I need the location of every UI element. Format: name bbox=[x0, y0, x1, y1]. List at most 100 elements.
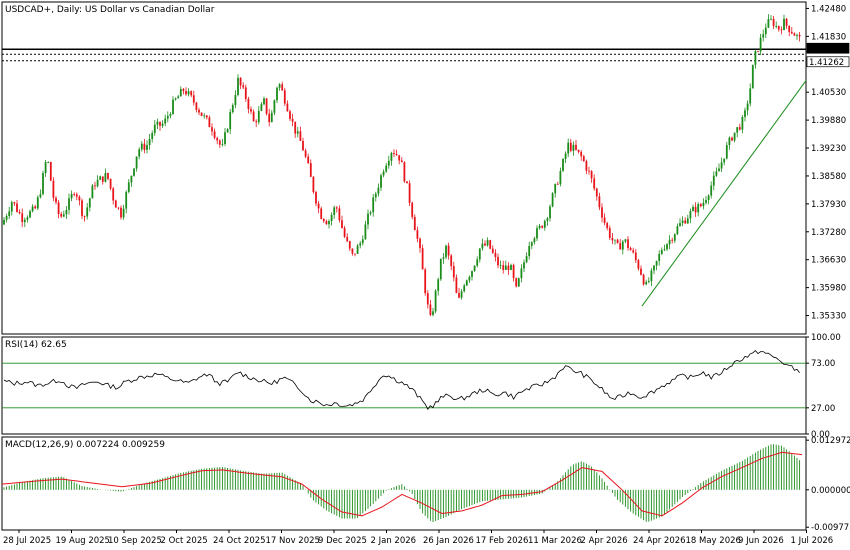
candle-body bbox=[31, 206, 34, 212]
candle-body bbox=[668, 239, 671, 245]
candle-body bbox=[705, 199, 707, 203]
candle-body bbox=[250, 109, 252, 112]
candle-body bbox=[762, 34, 765, 38]
candle-body bbox=[130, 175, 133, 183]
candle-body bbox=[52, 180, 55, 198]
candle-body bbox=[720, 162, 723, 169]
candle-body bbox=[733, 132, 736, 141]
x-axis-label: 18 May 2026 bbox=[686, 536, 741, 546]
candle-body bbox=[775, 26, 778, 27]
candle-body bbox=[231, 105, 234, 112]
macd-histogram-group bbox=[3, 444, 801, 522]
candle-body bbox=[159, 121, 161, 126]
candle-body bbox=[637, 260, 640, 269]
candle-body bbox=[234, 94, 237, 106]
price-axis-label: 1.35980 bbox=[811, 284, 846, 294]
candle-body bbox=[382, 171, 385, 176]
candle-body bbox=[780, 29, 783, 31]
candle-body bbox=[538, 225, 541, 229]
candle-body bbox=[13, 202, 16, 204]
price-axis-label: 1.39230 bbox=[811, 144, 846, 154]
x-axis-label: 24 Oct 2025 bbox=[213, 536, 266, 546]
candle-body bbox=[507, 265, 510, 270]
candle-body bbox=[294, 121, 297, 134]
candle-body bbox=[575, 144, 577, 150]
candle-body bbox=[398, 155, 401, 161]
candle-body bbox=[481, 243, 484, 249]
candle-body bbox=[754, 50, 757, 65]
candle-body bbox=[699, 204, 702, 207]
candle-body bbox=[707, 195, 710, 200]
candle-body bbox=[387, 160, 390, 166]
candle-body bbox=[182, 88, 185, 92]
candle-body bbox=[369, 212, 372, 214]
candle-body bbox=[268, 113, 271, 123]
candle-body bbox=[484, 243, 486, 246]
candle-body bbox=[489, 240, 492, 249]
candle-body bbox=[302, 140, 304, 151]
candle-body bbox=[744, 110, 746, 118]
price-chart-title: USDCAD+, Daily: US Dollar vs Canadian Do… bbox=[5, 5, 215, 15]
rsi-axis-label: 73.00 bbox=[811, 359, 835, 369]
candle-body bbox=[684, 220, 687, 224]
candle-body bbox=[120, 207, 122, 218]
candle-body bbox=[796, 34, 798, 36]
candle-body bbox=[18, 211, 21, 214]
candle-body bbox=[16, 203, 18, 212]
candle-body bbox=[728, 137, 731, 146]
candle-body bbox=[117, 207, 120, 209]
candle-body bbox=[689, 211, 692, 219]
candle-body bbox=[70, 193, 73, 199]
candle-body bbox=[315, 192, 317, 204]
candle-body bbox=[520, 268, 523, 279]
candle-body bbox=[10, 202, 13, 212]
candle-body bbox=[112, 188, 115, 201]
candle-body bbox=[390, 152, 393, 161]
candle-body bbox=[450, 255, 453, 267]
candle-body bbox=[406, 181, 408, 184]
candle-body bbox=[242, 85, 245, 88]
candle-body bbox=[138, 149, 141, 157]
candle-body bbox=[286, 103, 289, 112]
candle-body bbox=[419, 238, 421, 249]
candle-body bbox=[164, 118, 167, 124]
candle-body bbox=[385, 165, 388, 172]
candle-body bbox=[504, 265, 507, 270]
candle-body bbox=[468, 276, 471, 281]
candle-body bbox=[715, 171, 718, 176]
candle-body bbox=[192, 95, 195, 103]
x-axis-label: 9 Dec 2025 bbox=[318, 536, 367, 546]
candle-body bbox=[255, 121, 258, 123]
price-level-label: 1.41530 bbox=[809, 44, 844, 54]
candle-body bbox=[218, 140, 221, 145]
candle-body bbox=[731, 137, 733, 141]
candle-body bbox=[582, 156, 585, 162]
candle-body bbox=[5, 216, 8, 220]
candle-body bbox=[101, 176, 104, 182]
candle-body bbox=[34, 206, 37, 209]
candle-body bbox=[554, 183, 557, 194]
candle-body bbox=[187, 91, 190, 95]
x-axis-label: 28 Jul 2025 bbox=[3, 536, 51, 546]
candle-body bbox=[161, 123, 164, 126]
x-axis-label: 2 Apr 2026 bbox=[581, 536, 628, 546]
candle-body bbox=[260, 104, 263, 111]
candle-body bbox=[65, 209, 68, 215]
candle-body bbox=[83, 216, 86, 217]
candle-body bbox=[75, 194, 78, 197]
price-level-box bbox=[806, 42, 850, 54]
candle-body bbox=[322, 218, 325, 222]
candle-body bbox=[309, 163, 312, 177]
candle-body bbox=[172, 99, 174, 115]
x-axis-label: 11 Mar 2026 bbox=[528, 536, 582, 546]
x-axis-label: 19 Aug 2025 bbox=[56, 536, 110, 546]
candle-body bbox=[517, 278, 520, 287]
candle-body bbox=[606, 223, 609, 229]
candle-body bbox=[291, 118, 294, 122]
candle-body bbox=[91, 185, 94, 199]
candle-body bbox=[751, 64, 754, 89]
candle-body bbox=[442, 257, 445, 259]
candle-body bbox=[502, 265, 505, 270]
candle-body bbox=[361, 239, 364, 244]
candle-body bbox=[556, 183, 559, 185]
